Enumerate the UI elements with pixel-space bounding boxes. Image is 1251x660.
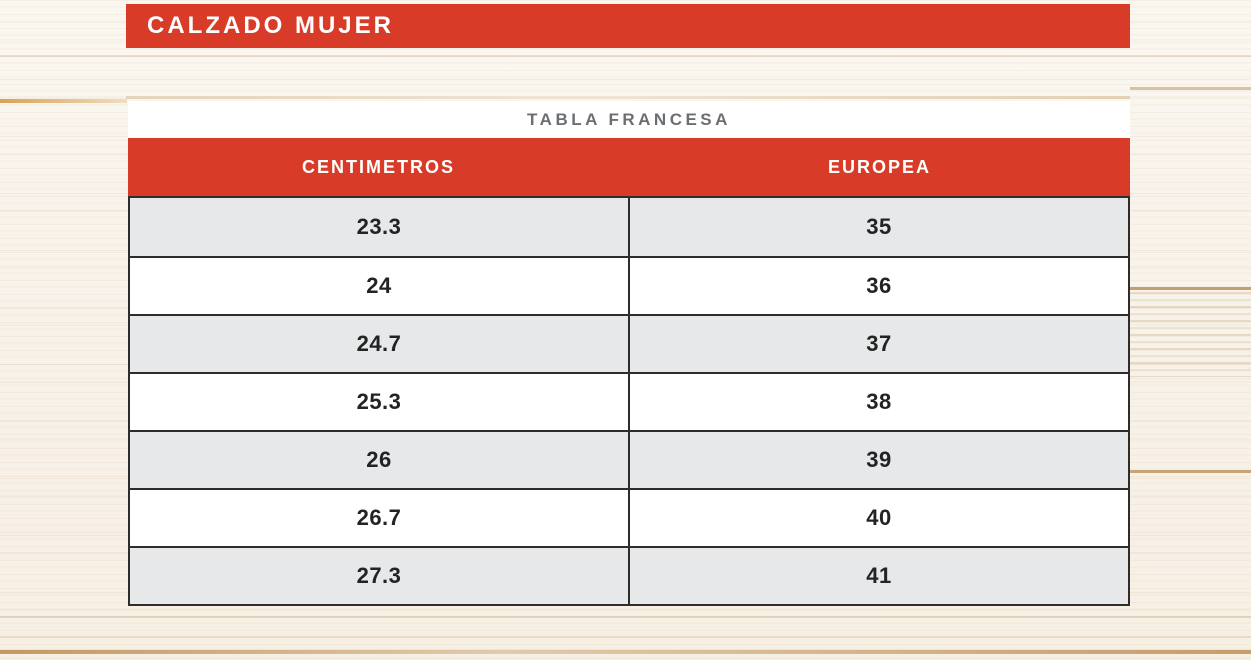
column-header-europea: EUROPEA [827,156,931,177]
size-conversion-table: TABLA FRANCESA CENTIMETROS EUROPEA 23.3 … [128,101,1130,606]
cell-europea: 41 [866,563,892,588]
wood-streak [0,636,1251,638]
category-banner: CALZADO MUJER [126,4,1130,48]
wood-streak [0,99,127,103]
column-header-centimetros: CENTIMETROS [301,156,455,177]
cell-europea: 35 [866,214,892,239]
table-row: 24 36 [130,256,1128,314]
table-header-row: CENTIMETROS EUROPEA [128,138,1130,196]
table-row: 26 39 [130,430,1128,488]
wood-grain-patch [1130,292,1251,377]
cell-europea: 38 [866,389,892,414]
wood-streak [126,96,1130,99]
cell-europea: 37 [866,331,892,356]
table-row: 24.7 37 [130,314,1128,372]
cell-europea: 36 [866,273,892,298]
cell-europea: 40 [866,505,892,530]
table-row: 26.7 40 [130,488,1128,546]
cell-centimetros: 26 [130,432,630,488]
table-title: TABLA FRANCESA [128,101,1130,138]
wood-plank-seam [1130,470,1251,473]
table-row: 23.3 35 [130,198,1128,256]
cell-europea: 39 [866,447,892,472]
category-banner-title: CALZADO MUJER [147,12,394,39]
table-body: 23.3 35 24 36 24.7 37 25.3 38 26 39 26.7… [128,196,1130,606]
wood-streak [0,616,1251,618]
wood-streak [1130,87,1251,90]
cell-centimetros: 26.7 [130,490,630,546]
wood-plank-seam [0,650,1251,654]
table-row: 27.3 41 [130,546,1128,604]
wood-streak [0,55,1251,57]
cell-centimetros: 24.7 [130,316,630,372]
wood-plank-seam [1130,287,1251,290]
cell-centimetros: 24 [130,258,630,314]
cell-centimetros: 25.3 [130,374,630,430]
cell-centimetros: 27.3 [130,548,630,604]
table-row: 25.3 38 [130,372,1128,430]
cell-centimetros: 23.3 [130,198,630,256]
